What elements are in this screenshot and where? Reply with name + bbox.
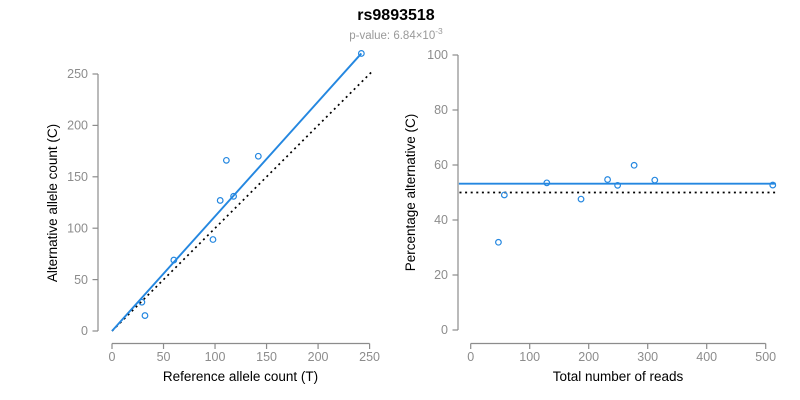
subtitle-text: p-value: 6.84×10 [349,29,436,42]
data-point [216,197,224,204]
x-tick-label: 0 [467,350,474,364]
data-point [230,192,237,200]
y-tick-label: 60 [434,158,448,172]
plot-subtitle: p-value: 6.84×10-3 [0,26,792,42]
y-tick-label: 50 [74,273,88,287]
x-tick-label: 0 [109,350,116,364]
x-tick-label: 100 [519,350,540,364]
data-point [614,181,622,189]
data-point [222,156,230,164]
y-tick-label: 0 [81,324,88,338]
x-axis-title: Reference allele count (T) [163,369,318,384]
x-tick-label: 400 [696,350,717,364]
data-point [604,176,611,183]
allele-count-scatter-panel: 0 50 100 150 200 250 Reference allele count (T… [45,50,380,384]
x-tick-label: 150 [256,350,277,364]
data-point [543,179,551,187]
y-tick-label: 0 [441,323,448,337]
y-tick-label: 100 [427,48,448,62]
data-point [769,181,777,189]
y-tick-label: 20 [434,268,448,282]
y-axis-title: Alternative allele count (C) [45,124,60,282]
fit-line [111,52,363,332]
identity-line [111,71,373,332]
plot-title: rs9893518 [357,7,435,24]
data-point [357,50,365,57]
y-tick-label: 200 [67,119,88,133]
y-tick-label: 80 [434,103,448,117]
y-tick-label: 40 [434,213,448,227]
y-axis-title: Percentage alternative (C) [403,114,418,272]
x-tick-label: 500 [755,350,776,364]
data-point [630,161,638,169]
y-tick-label: 250 [67,67,88,81]
data-point [170,256,178,264]
data-point [138,298,146,306]
data-point [651,176,659,184]
percentage-vs-reads-scatter-panel: 0 100 200 300 400 500 Total number of reads 0 20… [403,48,777,384]
x-tick-label: 300 [637,350,658,364]
data-point [495,238,502,246]
data-point [500,191,508,199]
x-tick-label: 100 [205,350,226,364]
x-tick-label: 200 [308,350,329,364]
y-tick-label: 150 [67,170,88,184]
x-axis-title: Total number of reads [553,369,684,384]
data-point [141,312,149,319]
x-tick-label: 50 [157,350,171,364]
data-point [577,195,585,203]
subtitle-exponent: -3 [435,26,443,36]
x-tick-label: 200 [578,350,599,364]
y-tick-label: 100 [67,221,88,235]
data-point [254,152,262,160]
data-point [209,236,217,243]
x-tick-label: 250 [359,350,380,364]
